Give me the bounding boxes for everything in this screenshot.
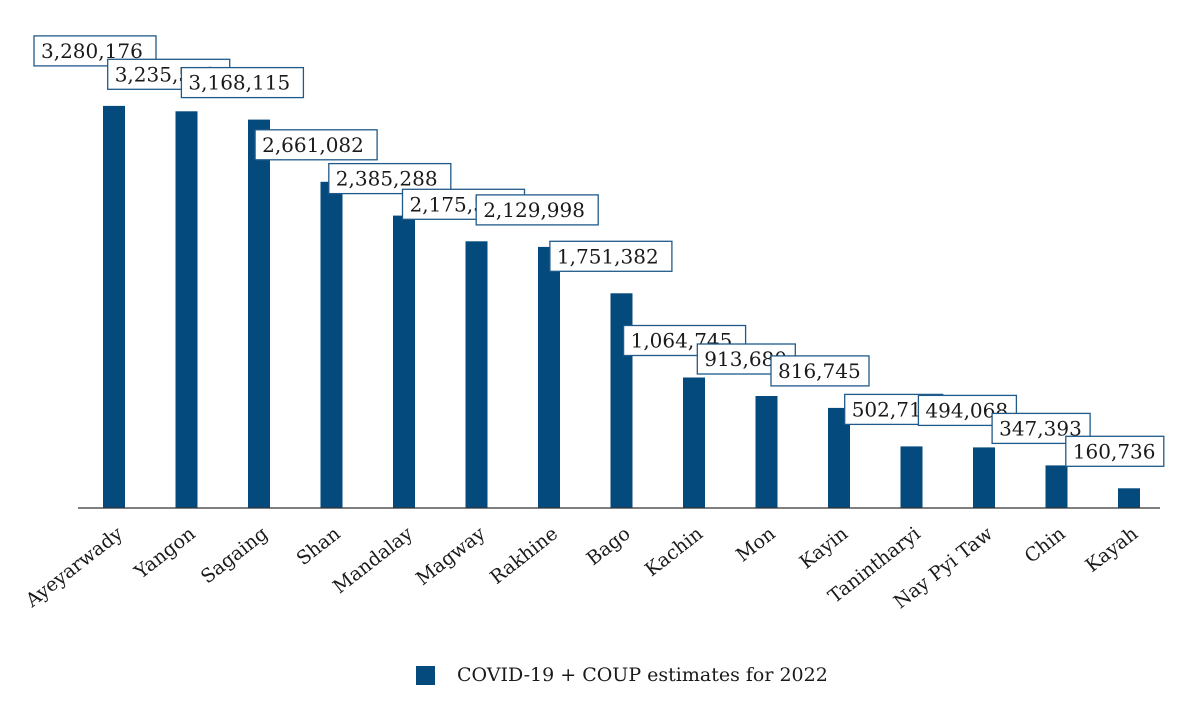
data-label-text: 3,168,115 <box>188 71 290 95</box>
bar-shan <box>320 181 343 509</box>
x-tick-label-magway: Magway <box>412 522 490 590</box>
data-label-box <box>328 162 452 195</box>
bar-ayeyarwady <box>103 105 125 509</box>
x-tick-label-shan: Shan <box>293 523 345 570</box>
legend-label: COVID-19 + COUP estimates for 2022 <box>457 664 828 686</box>
x-tick-label-rakhine: Rakhine <box>486 523 562 589</box>
x-tick-label-yangon: Yangon <box>130 523 200 584</box>
data-label-text: 160,736 <box>1073 439 1156 463</box>
data-label-text: 2,129,998 <box>483 198 585 222</box>
data-label-box <box>770 355 870 387</box>
data-label-shan: 2,661,082 <box>254 129 378 161</box>
data-label-yangon: 3,235,518 <box>107 58 231 90</box>
bars-layer <box>103 105 1140 509</box>
data-label-nay-pyi-taw: 494,068 <box>917 394 1018 427</box>
data-label-text: 2,385,288 <box>336 167 438 191</box>
x-tick-label-kachin: Kachin <box>641 523 707 581</box>
data-label-box <box>180 66 305 99</box>
bar-sagaing <box>248 119 270 508</box>
bar-kachin <box>683 377 705 508</box>
data-label-sagaing: 3,168,115 <box>180 66 305 99</box>
data-label-kayah: 160,736 <box>1065 435 1165 467</box>
data-label-bago: 1,751,382 <box>549 240 673 272</box>
x-tick-label-kayah: Kayah <box>1081 523 1142 577</box>
x-tick-label-sagaing: Sagaing <box>197 523 272 589</box>
data-label-mandalay: 2,385,288 <box>328 162 452 195</box>
legend: COVID-19 + COUP estimates for 2022 <box>416 664 828 686</box>
bar-magway <box>465 241 488 509</box>
bar-kayin <box>828 407 850 508</box>
x-tick-label-chin: Chin <box>1020 523 1069 568</box>
data-label-box <box>254 129 378 161</box>
data-label-kayin: 816,745 <box>770 355 870 387</box>
data-label-box <box>475 194 599 226</box>
bar-mon <box>755 396 778 508</box>
bar-rakhine <box>538 246 560 508</box>
data-label-box <box>1065 435 1165 467</box>
x-tick-label-bago: Bago <box>582 523 634 570</box>
x-tick-label-kayin: Kayin <box>796 523 853 574</box>
data-label-ayeyarwady: 3,280,176 <box>33 35 157 67</box>
data-label-text: 2,661,082 <box>262 133 364 157</box>
x-tick-label-mandalay: Mandalay <box>329 522 417 598</box>
data-label-text: 816,745 <box>778 359 861 383</box>
x-tick-label-ayeyarwady: Ayeyarwady <box>21 522 127 612</box>
bar-yangon <box>175 111 198 509</box>
bar-tanintharyi <box>900 446 923 508</box>
bar-nay-pyi-taw <box>973 447 995 508</box>
data-label-rakhine: 2,129,998 <box>475 194 599 226</box>
legend-swatch <box>416 665 435 685</box>
bar-mandalay <box>393 215 415 508</box>
bar-kayah <box>1118 488 1140 508</box>
x-tick-label-mon: Mon <box>732 523 780 567</box>
data-label-box <box>549 240 673 272</box>
bar-chin <box>1045 465 1068 508</box>
data-label-text: 1,751,382 <box>557 244 659 268</box>
